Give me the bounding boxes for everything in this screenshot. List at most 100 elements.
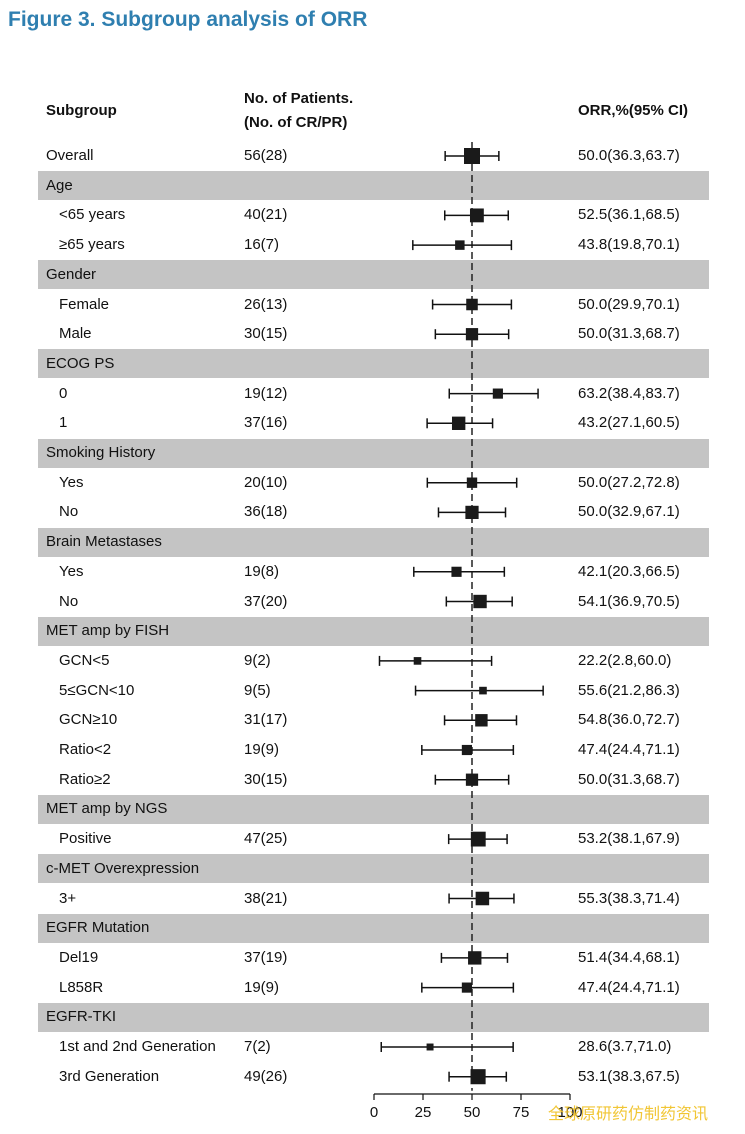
- group-band: [38, 349, 709, 379]
- point-estimate-square: [469, 208, 484, 223]
- group-band: [38, 1002, 709, 1032]
- patients-count: 19(8): [244, 562, 280, 580]
- point-estimate-square: [413, 657, 422, 665]
- subgroup-label: L858R: [59, 978, 104, 996]
- forest-row-mark: [421, 982, 515, 993]
- orr-ci-value: 50.0(31.3,68.7): [578, 770, 680, 788]
- orr-ci-value: 47.4(24.4,71.1): [578, 978, 680, 996]
- orr-ci-value: 43.8(19.8,70.1): [578, 236, 680, 254]
- patients-count: 36(18): [244, 503, 288, 521]
- orr-ci-value: 50.0(27.2,72.8): [578, 473, 680, 491]
- orr-ci-value: 47.4(24.4,71.1): [578, 741, 680, 758]
- point-estimate-square: [470, 1069, 486, 1085]
- group-band: [38, 260, 709, 290]
- group-band: [38, 171, 709, 201]
- point-estimate-square: [492, 388, 503, 399]
- forest-row-mark: [426, 477, 518, 488]
- forest-row-mark: [448, 1069, 508, 1085]
- subgroup-label: ≥65 years: [59, 236, 125, 254]
- patients-count: 40(21): [244, 206, 288, 224]
- point-estimate-square: [451, 566, 462, 577]
- patients-count: 47(25): [244, 830, 288, 848]
- orr-ci-value: 63.2(38.4,83.7): [578, 384, 680, 402]
- forest-row-mark: [434, 328, 510, 341]
- subgroup-label: Positive: [59, 830, 112, 848]
- group-band: [38, 913, 709, 943]
- orr-ci-value: 53.2(38.1,67.9): [578, 830, 680, 848]
- subgroup-label: No: [59, 503, 79, 521]
- orr-ci-value: 42.1(20.3,66.5): [578, 562, 680, 580]
- orr-ci-value: 22.2(2.8,60.0): [578, 651, 672, 669]
- subgroup-label: 1: [59, 414, 68, 432]
- patients-count: 20(10): [244, 473, 288, 491]
- patients-count: 30(15): [244, 325, 288, 343]
- subgroup-label: Ratio<2: [59, 741, 112, 758]
- orr-ci-value: 50.0(31.3,68.7): [578, 325, 680, 343]
- patients-count: 9(5): [244, 681, 271, 699]
- point-estimate-square: [451, 416, 466, 430]
- forest-row-mark: [440, 951, 509, 965]
- point-estimate-square: [475, 714, 488, 727]
- orr-ci-value: 50.0(32.9,67.1): [578, 503, 680, 521]
- patients-count: 26(13): [244, 295, 288, 313]
- patients-header: No. of Patients. (No. of CR/PR): [244, 87, 353, 135]
- point-estimate-square: [479, 686, 487, 695]
- orr-ci-value: 55.6(21.2,86.3): [578, 681, 680, 699]
- x-axis-tick-label: 0: [369, 1104, 379, 1121]
- patients-count: 37(20): [244, 592, 288, 610]
- subgroup-label: 5≤GCN<10: [59, 681, 135, 699]
- subgroup-label: Female: [59, 295, 110, 313]
- group-label: EGFR-TKI: [46, 1008, 116, 1026]
- point-estimate-square: [470, 831, 486, 847]
- forest-row-mark: [445, 594, 513, 609]
- group-band: [38, 616, 709, 646]
- forest-row-mark: [414, 685, 544, 696]
- patients-count: 19(9): [244, 741, 280, 758]
- forest-row-mark: [443, 714, 518, 727]
- group-band: [38, 438, 709, 468]
- patients-count: 9(2): [244, 651, 271, 669]
- orr-ci-value: 53.1(38.3,67.5): [578, 1067, 680, 1085]
- x-axis-tick-label: 75: [512, 1104, 530, 1121]
- x-axis-tick-label: 25: [414, 1104, 432, 1121]
- group-label: MET amp by NGS: [46, 800, 168, 818]
- orr-header: ORR,%(95% CI): [578, 102, 689, 119]
- forest-row-mark: [412, 240, 513, 251]
- group-band: [38, 794, 709, 824]
- forest-row-mark: [447, 831, 508, 847]
- x-axis-tick-label: 50: [463, 1104, 481, 1121]
- forest-row-mark: [448, 388, 539, 399]
- orr-ci-value: 52.5(36.1,68.5): [578, 206, 680, 224]
- point-estimate-square: [475, 891, 490, 906]
- subgroup-label: 3+: [59, 889, 77, 907]
- forest-row-mark: [448, 891, 515, 906]
- group-label: Smoking History: [46, 444, 156, 461]
- patients-count: 7(2): [244, 1038, 271, 1055]
- forest-row-mark: [421, 744, 515, 756]
- forest-row-mark: [426, 416, 494, 430]
- forest-row-mark: [434, 773, 510, 786]
- group-label: Gender: [46, 265, 97, 283]
- patients-count: 37(19): [244, 948, 288, 966]
- point-estimate-square: [466, 477, 478, 488]
- patients-count: 19(12): [244, 384, 288, 402]
- forest-row-mark: [378, 655, 493, 666]
- patients-count: 19(9): [244, 978, 280, 996]
- watermark: 全球原研药仿制药资讯: [548, 1104, 709, 1123]
- subgroup-label: Del19: [59, 948, 99, 966]
- patients-count: 56(28): [244, 147, 288, 164]
- point-estimate-square: [426, 1043, 434, 1051]
- point-estimate-square: [465, 773, 479, 786]
- subgroup-label: Ratio≥2: [59, 770, 111, 788]
- orr-ci-value: 51.4(34.4,68.1): [578, 948, 680, 966]
- subgroup-label: Yes: [59, 473, 84, 491]
- point-estimate-square: [455, 240, 465, 250]
- forest-row-mark: [431, 298, 513, 311]
- point-estimate-square: [464, 148, 480, 164]
- figure-title: Figure 3. Subgroup analysis of ORR: [8, 8, 368, 31]
- forest-row-mark: [444, 208, 510, 223]
- forest-row-mark: [437, 505, 507, 520]
- patients-count: 37(16): [244, 414, 288, 432]
- point-estimate-square: [473, 594, 487, 609]
- group-label: Age: [46, 176, 73, 194]
